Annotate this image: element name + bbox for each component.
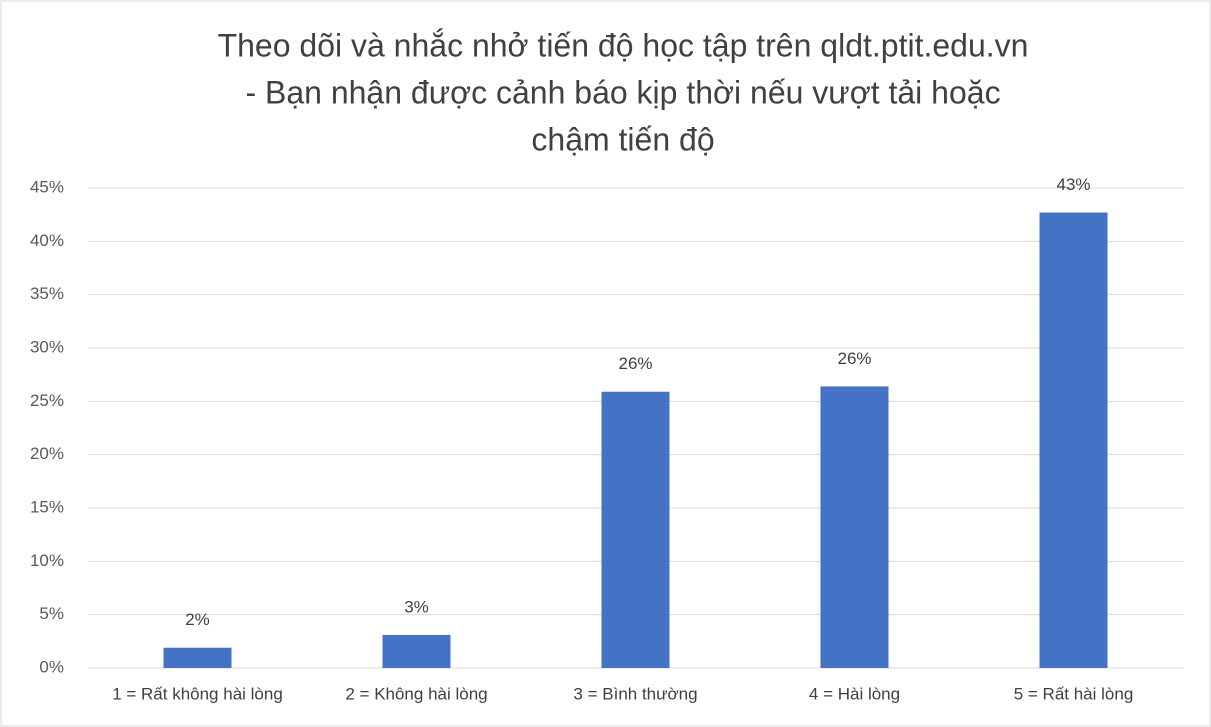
y-tick-label: 45% xyxy=(30,177,64,196)
y-tick-label: 40% xyxy=(30,231,64,250)
y-tick-label: 5% xyxy=(39,604,64,623)
x-tick-label: 2 = Không hài lòng xyxy=(345,684,487,703)
chart-title: Theo dõi và nhắc nhở tiến độ học tập trê… xyxy=(218,27,1029,63)
x-tick-label: 5 = Rất hài lòng xyxy=(1014,684,1134,703)
bar xyxy=(382,634,451,668)
y-tick-label: 20% xyxy=(30,444,64,463)
x-tick-label: 4 = Hài lòng xyxy=(809,684,900,703)
value-label: 2% xyxy=(185,610,210,629)
y-tick-label: 15% xyxy=(30,497,64,516)
bar xyxy=(601,391,670,668)
value-label: 43% xyxy=(1056,175,1090,194)
value-label: 26% xyxy=(618,354,652,373)
bar xyxy=(820,386,889,668)
x-tick-label: 3 = Bình thường xyxy=(573,684,697,703)
y-tick-label: 10% xyxy=(30,551,64,570)
y-tick-label: 30% xyxy=(30,337,64,356)
value-label: 26% xyxy=(837,349,871,368)
y-tick-label: 0% xyxy=(39,657,64,676)
x-tick-label: 1 = Rất không hài lòng xyxy=(112,684,283,703)
value-label: 3% xyxy=(404,597,429,616)
y-tick-label: 35% xyxy=(30,284,64,303)
bar xyxy=(163,647,232,668)
bar xyxy=(1039,212,1108,669)
y-tick-label: 25% xyxy=(30,391,64,410)
chart-title: - Bạn nhận được cảnh báo kịp thời nếu vư… xyxy=(245,74,1000,110)
chart-title: chậm tiến độ xyxy=(531,121,714,157)
